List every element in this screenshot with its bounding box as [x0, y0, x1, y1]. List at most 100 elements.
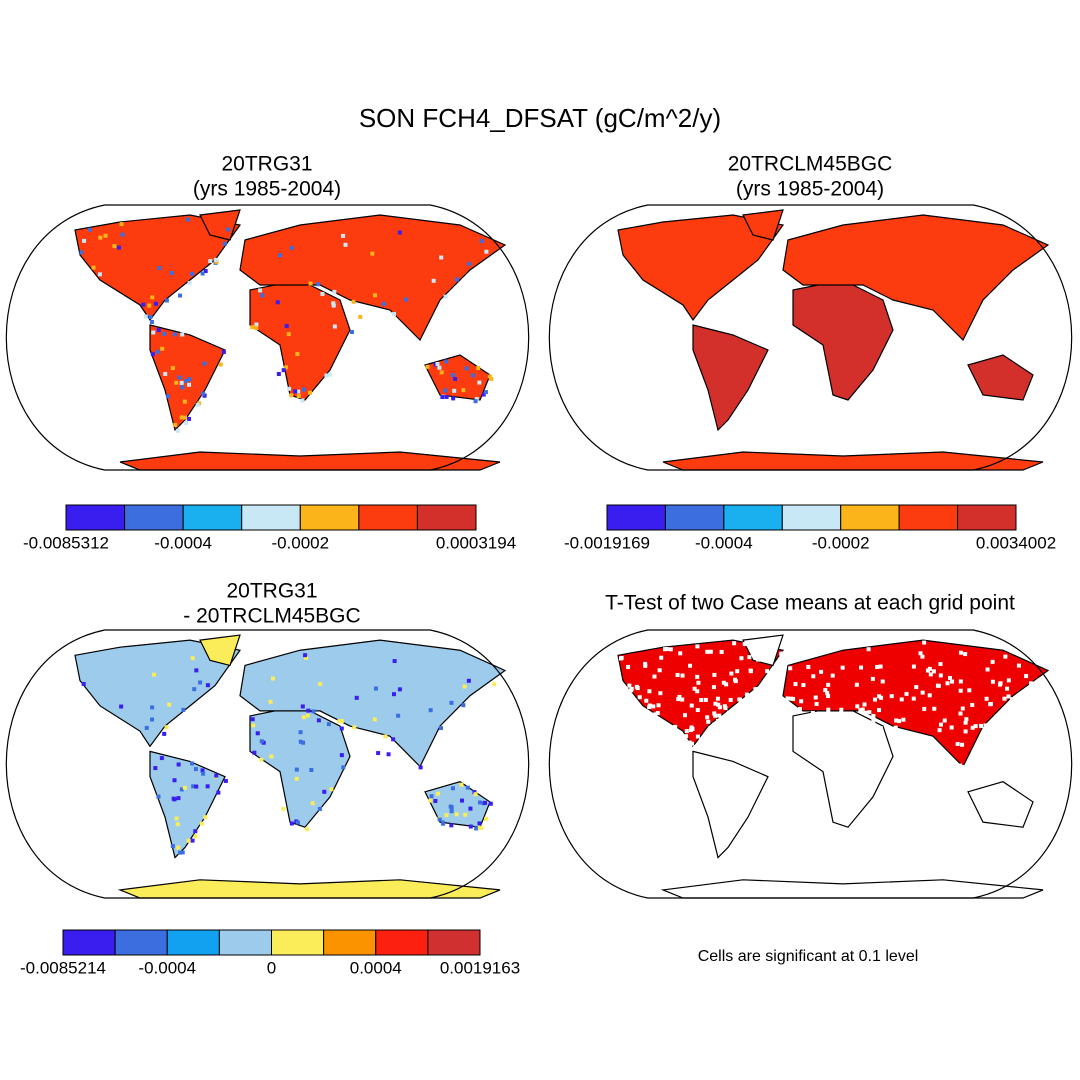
grid-cell: [988, 702, 993, 707]
grid-cell: [958, 711, 963, 716]
grid-cell: [948, 675, 953, 680]
grid-cell: [223, 778, 228, 783]
grid-cell: [879, 695, 884, 700]
grid-cell: [429, 794, 434, 799]
grid-cell: [332, 289, 337, 294]
grid-cell: [440, 395, 445, 400]
grid-cell: [689, 741, 694, 746]
grid-cell: [753, 687, 758, 692]
grid-cell: [927, 693, 932, 698]
grid-cell: [296, 394, 301, 399]
colorbar-label: 0.0003194: [436, 533, 516, 552]
grid-cell: [322, 789, 327, 794]
colorbar-box: [664, 504, 725, 531]
grid-cell: [647, 689, 652, 694]
grid-cell: [973, 724, 978, 729]
grid-cell: [271, 676, 276, 681]
grid-cell: [696, 680, 701, 685]
grid-cell: [920, 742, 925, 747]
grid-cell: [476, 366, 481, 371]
grid-cell: [871, 719, 876, 724]
grid-cell: [870, 676, 875, 681]
grid-cell: [738, 697, 743, 702]
land: [249, 279, 351, 401]
grid-cell: [827, 712, 832, 717]
grid-cell: [298, 730, 303, 735]
grid-cell: [963, 652, 968, 657]
colorbar-box: [606, 504, 666, 531]
grid-cell: [184, 378, 189, 383]
colorbar-box: [427, 929, 481, 956]
grid-cell: [259, 739, 264, 744]
grid-cell: [331, 301, 336, 306]
grid-cell: [170, 844, 175, 849]
grid-cell: [191, 784, 196, 789]
grid-cell: [352, 725, 357, 730]
land: [617, 214, 785, 322]
colorbar-label: -0.0004: [695, 533, 753, 552]
colorbar-box: [416, 504, 477, 531]
grid-cell: [942, 718, 947, 723]
grid-cell: [712, 722, 717, 727]
grid-cell: [284, 365, 289, 370]
grid-cell: [733, 679, 738, 684]
grid-cell: [198, 680, 203, 685]
grid-cell: [254, 322, 259, 327]
grid-cell: [967, 688, 972, 693]
colorbar-box: [166, 929, 220, 956]
grid-cell: [296, 389, 301, 394]
grid-cell: [200, 271, 205, 276]
grid-cell: [931, 669, 936, 674]
grid-cell: [251, 723, 256, 728]
grid-cell: [449, 809, 454, 814]
grid-cell: [119, 704, 124, 709]
grid-cell: [914, 685, 919, 690]
grid-cell: [729, 671, 734, 676]
grid-cell: [157, 266, 162, 271]
grid-cell: [1009, 700, 1014, 705]
grid-cell: [479, 825, 484, 830]
grid-cell: [150, 320, 154, 324]
colorbar-label: -0.0004: [138, 958, 196, 977]
grid-cell: [156, 794, 161, 799]
grid-cell: [304, 655, 309, 660]
grid-cell: [481, 392, 486, 397]
grid-cell: [193, 834, 198, 839]
map-panel: [548, 629, 1073, 899]
grid-cell: [791, 696, 796, 701]
grid-cell: [963, 729, 968, 734]
colorbar-box: [218, 929, 272, 956]
land: [792, 279, 894, 401]
grid-cell: [825, 691, 830, 696]
grid-cell: [160, 346, 165, 351]
grid-cell: [810, 710, 815, 715]
grid-cell: [287, 386, 292, 391]
grid-cell: [173, 422, 178, 427]
grid-cell: [309, 767, 314, 772]
map-panel: [5, 629, 530, 899]
grid-cell: [682, 713, 687, 718]
land: [967, 781, 1034, 828]
grid-cell: [955, 742, 960, 747]
grid-cell: [872, 697, 877, 702]
grid-cell: [171, 796, 176, 801]
map-panel: [548, 204, 1073, 471]
grid-cell: [855, 704, 860, 709]
grid-cell: [950, 679, 955, 684]
grid-cell: [619, 655, 624, 660]
grid-cell: [897, 719, 902, 724]
grid-cell: [329, 787, 334, 792]
grid-cell: [684, 734, 689, 739]
grid-cell: [343, 242, 348, 247]
land: [74, 639, 242, 748]
grid-cell: [166, 394, 171, 399]
colorbar-box: [358, 504, 418, 531]
land: [239, 214, 507, 342]
grid-cell: [644, 698, 649, 703]
grid-cell: [468, 806, 473, 811]
grid-cell: [468, 824, 473, 829]
grid-cell: [1003, 654, 1008, 659]
grid-cell: [156, 328, 161, 333]
grid-cell: [174, 816, 179, 821]
